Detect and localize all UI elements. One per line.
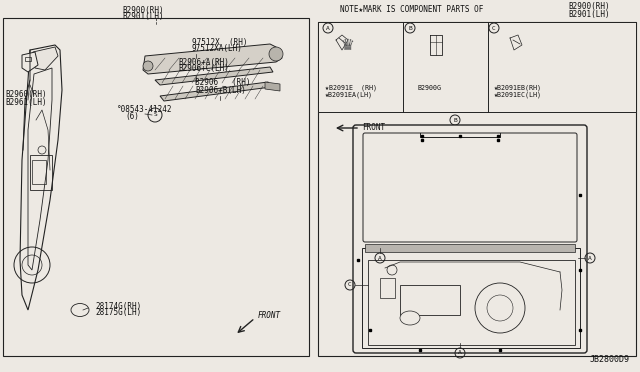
Bar — [3, 18, 309, 356]
Bar — [400, 285, 460, 315]
Text: 28175G(LH): 28175G(LH) — [95, 308, 141, 317]
Text: B2900(RH): B2900(RH) — [122, 6, 164, 15]
Text: C: C — [348, 282, 352, 288]
Text: 97512XA(LH): 97512XA(LH) — [192, 45, 243, 54]
Polygon shape — [33, 47, 58, 70]
Text: B2961(LH): B2961(LH) — [5, 97, 47, 106]
Text: B: B — [453, 118, 457, 122]
Text: °08543-41242: °08543-41242 — [117, 106, 173, 115]
Text: C: C — [492, 26, 496, 31]
Polygon shape — [160, 82, 271, 101]
Text: (6): (6) — [125, 112, 139, 122]
Circle shape — [143, 61, 153, 71]
Ellipse shape — [71, 304, 89, 317]
Text: JB2800D9: JB2800D9 — [590, 355, 630, 363]
Bar — [318, 22, 636, 356]
Polygon shape — [28, 68, 52, 270]
Text: FRONT: FRONT — [258, 311, 281, 321]
Text: B2906+B(LH): B2906+B(LH) — [195, 86, 246, 94]
Bar — [380, 278, 395, 298]
Text: B2900G: B2900G — [418, 85, 442, 91]
Bar — [25, 57, 31, 61]
Text: B2900(RH): B2900(RH) — [568, 3, 610, 12]
Polygon shape — [155, 67, 273, 85]
Bar — [318, 22, 636, 112]
Text: FRONT: FRONT — [362, 124, 385, 132]
Text: ★B2091E  (RH): ★B2091E (RH) — [325, 85, 377, 91]
Text: ★B2091EA(LH): ★B2091EA(LH) — [325, 92, 373, 98]
Polygon shape — [20, 45, 62, 310]
Text: B2901(LH): B2901(LH) — [122, 13, 164, 22]
Bar — [30, 155, 52, 190]
Text: B2906   (RH): B2906 (RH) — [195, 78, 250, 87]
FancyBboxPatch shape — [363, 133, 577, 242]
Circle shape — [269, 47, 283, 61]
Text: A: A — [458, 350, 462, 356]
Text: ♛: ♛ — [341, 35, 353, 55]
Bar — [32, 160, 46, 184]
Text: ★B2091EC(LH): ★B2091EC(LH) — [494, 92, 542, 98]
Bar — [368, 260, 575, 345]
Text: A: A — [588, 256, 592, 260]
Text: NOTE★MARK IS COMPONENT PARTS OF: NOTE★MARK IS COMPONENT PARTS OF — [340, 6, 483, 15]
Polygon shape — [143, 44, 282, 74]
Ellipse shape — [400, 311, 420, 325]
Text: S: S — [153, 112, 157, 118]
Text: B2906+A(RH): B2906+A(RH) — [178, 58, 229, 67]
Text: B2960(RH): B2960(RH) — [5, 90, 47, 99]
Text: 97512X  (RH): 97512X (RH) — [192, 38, 248, 46]
Text: ★B2091EB(RH): ★B2091EB(RH) — [494, 85, 542, 91]
Bar — [365, 244, 575, 252]
Text: A: A — [326, 26, 330, 31]
Polygon shape — [22, 52, 38, 72]
Text: A: A — [378, 256, 382, 260]
Bar — [362, 248, 580, 348]
Polygon shape — [265, 82, 280, 91]
FancyBboxPatch shape — [353, 125, 587, 353]
Text: B2906+C(LH): B2906+C(LH) — [178, 64, 229, 74]
Text: 28174G(RH): 28174G(RH) — [95, 301, 141, 311]
Text: B: B — [408, 26, 412, 31]
Text: B2901(LH): B2901(LH) — [568, 10, 610, 19]
